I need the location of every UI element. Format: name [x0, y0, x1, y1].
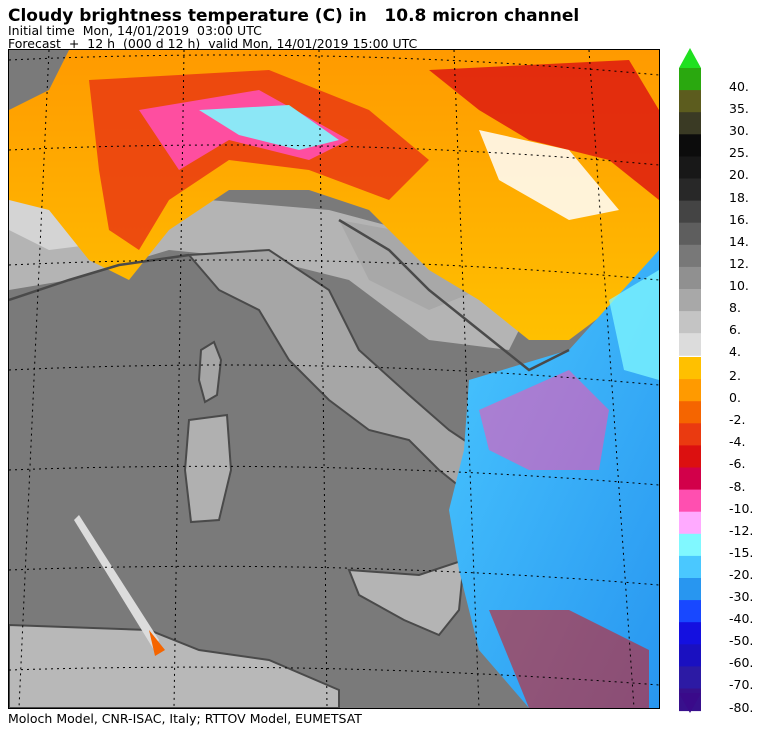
map-canvas — [9, 50, 659, 708]
cyan-cloud-east — [609, 270, 659, 380]
legend-swatch — [679, 622, 701, 645]
legend-swatch — [679, 244, 701, 268]
legend-swatch — [679, 200, 701, 224]
legend-swatch — [679, 156, 701, 179]
legend-label: 12. — [729, 255, 749, 271]
legend-label: 8. — [729, 300, 741, 315]
legend-swatch — [679, 555, 701, 579]
color-legend: 40. 35. 30. 25. 20. 18. 16. 14. 12. 10. 8. 6. 4. 2. 0.… — [679, 48, 760, 715]
legend-swatch — [679, 578, 701, 601]
north-africa — [9, 623, 340, 708]
legend-label: 6. — [729, 322, 741, 338]
initial-time-label: Initial time Mon, 14/01/2019 03:00 UTC — [8, 23, 262, 38]
red-cloud-northeast — [429, 60, 659, 200]
brightness-temperature-map — [8, 49, 660, 709]
legend-bottom-arrow — [679, 693, 701, 713]
legend-label: 16. — [729, 211, 749, 227]
cyan-cloud-alps — [199, 105, 339, 150]
magenta-cloud-balkans — [479, 370, 609, 470]
legend-swatch — [679, 511, 701, 535]
legend-label: 30. — [729, 123, 749, 139]
legend-upper-swatches — [679, 68, 701, 356]
legend-label: 2. — [729, 368, 741, 383]
forecast-label: Forecast + 12 h (000 d 12 h) valid Mon, … — [8, 36, 418, 51]
coastline-france — [9, 253, 190, 302]
legend-label: 0. — [729, 390, 741, 406]
legend-label: -80. — [729, 699, 754, 715]
legend-label: -30. — [729, 589, 754, 604]
legend-swatch — [679, 90, 701, 113]
corsica — [197, 340, 223, 404]
legend-label: -4. — [729, 434, 746, 450]
legend-label: 14. — [729, 233, 749, 249]
legend-label: -6. — [729, 456, 746, 472]
italy-peninsula — [186, 248, 481, 492]
legend-swatch — [679, 379, 701, 402]
coastline-balkans — [338, 218, 570, 372]
legend-label: -12. — [729, 522, 754, 538]
legend-swatch — [679, 533, 701, 557]
legend-swatch — [679, 445, 701, 468]
legend-swatch — [679, 600, 701, 623]
contrail-streak — [74, 515, 159, 650]
sicily — [347, 558, 466, 637]
legend-swatch — [679, 423, 701, 446]
legend-bar — [679, 48, 701, 713]
legend-swatch — [679, 112, 701, 135]
legend-swatch — [679, 467, 701, 491]
legend-lower-swatches — [679, 357, 701, 712]
legend-swatch — [679, 266, 701, 290]
legend-label: 4. — [729, 344, 741, 360]
legend-label: 10. — [729, 277, 749, 293]
legend-swatch — [679, 357, 701, 380]
legend-label: -40. — [729, 611, 754, 627]
legend-swatch — [679, 222, 701, 246]
legend-label: 20. — [729, 167, 749, 183]
legend-label: 40. — [729, 79, 749, 94]
legend-swatch — [679, 644, 701, 667]
legend-swatch — [679, 68, 701, 91]
legend-swatch — [679, 134, 701, 157]
sardinia — [183, 413, 233, 524]
footer-credit: Moloch Model, CNR-ISAC, Italy; RTTOV Mod… — [8, 711, 362, 726]
legend-swatch — [679, 333, 701, 356]
cloud-spot-tunisia — [149, 630, 165, 656]
red-cloud-ionian — [489, 610, 649, 708]
legend-label: -8. — [729, 478, 746, 494]
lat-lon-grid — [9, 50, 659, 708]
legend-label: -70. — [729, 677, 754, 693]
chart-title: Cloudy brightness temperature (C) in 10.… — [8, 6, 580, 26]
legend-top-arrow — [679, 48, 701, 68]
legend-label: -10. — [729, 500, 754, 516]
legend-swatch — [679, 311, 701, 334]
legend-label: -60. — [729, 655, 754, 671]
legend-swatch — [679, 489, 701, 513]
legend-label: -20. — [729, 566, 754, 582]
legend-swatch — [679, 178, 701, 202]
legend-label: 18. — [729, 189, 749, 205]
legend-swatch — [679, 289, 701, 312]
legend-label: -2. — [729, 412, 746, 428]
legend-swatch — [679, 666, 701, 689]
legend-label: 35. — [729, 101, 749, 117]
blue-cloud-mass-southeast — [449, 250, 659, 708]
legend-swatch — [679, 401, 701, 424]
legend-label: -15. — [729, 544, 754, 560]
white-cloud-northeast — [479, 130, 619, 220]
legend-label: 25. — [729, 145, 749, 161]
legend-label: -50. — [729, 633, 754, 649]
